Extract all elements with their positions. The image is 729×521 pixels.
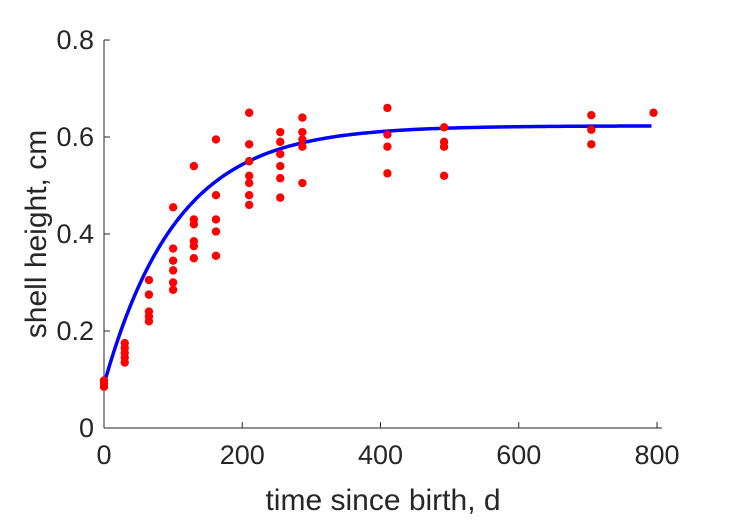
data-point bbox=[276, 127, 285, 137]
data-point bbox=[244, 157, 254, 166]
data-point bbox=[244, 140, 254, 149]
data-point bbox=[276, 137, 285, 147]
data-point bbox=[244, 200, 254, 210]
data-point bbox=[276, 161, 285, 171]
x-tick-label: 800 bbox=[634, 440, 679, 470]
y-tick-label: 0.4 bbox=[56, 219, 94, 249]
data-point bbox=[276, 193, 285, 202]
data-point bbox=[244, 178, 254, 188]
data-point bbox=[383, 142, 392, 151]
data-point bbox=[99, 376, 109, 385]
data-point bbox=[144, 307, 154, 316]
data-point bbox=[298, 178, 307, 188]
y-axis-ticks: 0 0.2 0.4 0.6 0.8 bbox=[56, 25, 110, 443]
data-point bbox=[144, 275, 154, 285]
data-point bbox=[298, 135, 307, 144]
data-point bbox=[211, 227, 221, 236]
x-tick-label: 400 bbox=[358, 440, 403, 470]
data-point bbox=[168, 266, 178, 275]
data-point bbox=[439, 137, 449, 147]
data-point bbox=[276, 149, 285, 159]
data-point bbox=[189, 215, 199, 224]
data-point bbox=[244, 108, 254, 117]
x-axis-ticks: 0 200 400 600 800 bbox=[96, 422, 680, 470]
fit-curve-layer bbox=[102, 124, 652, 385]
data-point bbox=[189, 161, 199, 171]
data-point bbox=[211, 251, 221, 261]
data-point bbox=[298, 113, 307, 122]
x-axis-title: time since birth, d bbox=[265, 484, 500, 517]
data-point bbox=[649, 108, 658, 117]
data-point bbox=[189, 237, 199, 246]
y-tick-label: 0.8 bbox=[56, 25, 94, 55]
x-tick-label: 0 bbox=[96, 440, 111, 470]
data-point bbox=[244, 191, 254, 200]
data-point bbox=[298, 127, 307, 137]
data-point bbox=[439, 171, 449, 180]
data-point bbox=[168, 256, 178, 265]
y-tick-label: 0.6 bbox=[56, 122, 94, 152]
data-point bbox=[211, 191, 221, 200]
data-point bbox=[168, 285, 178, 294]
plot-area: 0 200 400 600 800 0 0.2 0.4 0.6 0.8 bbox=[56, 25, 679, 470]
data-point bbox=[168, 244, 178, 253]
y-axis-title: shell height, cm bbox=[20, 130, 53, 338]
y-tick-label: 0.2 bbox=[56, 316, 94, 346]
x-tick-label: 600 bbox=[496, 440, 541, 470]
data-point bbox=[211, 135, 221, 144]
data-point bbox=[383, 103, 392, 113]
data-point bbox=[120, 338, 129, 348]
fit-curve bbox=[102, 124, 652, 385]
data-point bbox=[587, 110, 596, 120]
data-point bbox=[276, 174, 285, 183]
data-point bbox=[587, 125, 596, 134]
data-points-layer bbox=[99, 103, 658, 391]
data-point bbox=[587, 140, 596, 149]
data-point bbox=[383, 130, 392, 139]
data-point bbox=[211, 215, 221, 224]
data-point bbox=[168, 278, 178, 287]
data-point bbox=[168, 203, 178, 212]
data-point bbox=[439, 123, 449, 132]
data-point bbox=[189, 254, 199, 263]
data-point bbox=[144, 290, 154, 299]
data-point bbox=[298, 142, 307, 151]
data-point bbox=[244, 171, 254, 180]
data-point bbox=[383, 169, 392, 178]
y-tick-label: 0 bbox=[79, 413, 94, 443]
x-tick-label: 200 bbox=[220, 440, 265, 470]
